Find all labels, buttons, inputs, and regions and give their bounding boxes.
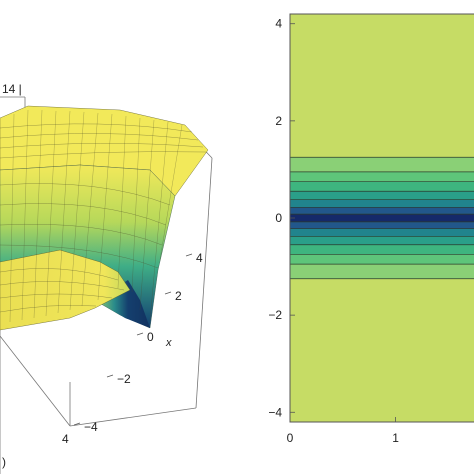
surface-front-tick: 4	[62, 432, 69, 446]
contour-band	[290, 221, 474, 229]
surface-mesh	[0, 123, 207, 313]
surface-mesh-cross	[9, 109, 183, 323]
contour-band	[290, 254, 474, 265]
surface-x-ticks: 4 2 0 −2 −4	[84, 251, 203, 434]
contour-band	[290, 171, 474, 182]
contour-band	[290, 157, 474, 172]
contour-band	[290, 264, 474, 279]
contour-band	[290, 278, 474, 422]
surface-x-tick: −2	[117, 372, 131, 386]
contour-band	[290, 199, 474, 208]
surface-x-tick: −4	[84, 420, 98, 434]
contour-band	[290, 181, 474, 192]
contour-y-ticks: 4 2 0 −2 −4	[268, 17, 295, 419]
contour-band	[290, 14, 474, 158]
contour-band	[290, 244, 474, 255]
surface-x-axis-label: x	[165, 337, 172, 349]
contour-band	[290, 191, 474, 200]
surface-front-plateau	[0, 249, 131, 331]
contour-band	[290, 228, 474, 237]
surface-z-label: 14 |	[2, 82, 22, 96]
contour-band	[290, 214, 474, 222]
contour-lines	[290, 156, 474, 280]
surface-x-tick: 4	[196, 251, 203, 265]
contour-x-tick-label: 1	[392, 431, 399, 445]
contour-band	[290, 236, 474, 245]
contour-y-tick-label: −4	[268, 405, 282, 419]
surface-x-tick: 0	[147, 330, 154, 344]
contour-y-tick-label: 4	[275, 17, 282, 31]
surface-x-tick-marks	[73, 253, 193, 426]
contour-bands	[290, 14, 474, 422]
contour-band	[290, 207, 474, 215]
panel-label-fragment: )	[2, 455, 6, 469]
contour-y-tick-label: −2	[268, 308, 282, 322]
contour-y-tick-label: 0	[275, 211, 282, 225]
surface-plot: 14 | 4 2 0 −2 −4 x 4 )	[0, 82, 213, 474]
contour-x-tick-label: 0	[287, 431, 294, 445]
surface-x-tick: 2	[175, 289, 182, 303]
contour-y-tick-label: 2	[275, 114, 282, 128]
